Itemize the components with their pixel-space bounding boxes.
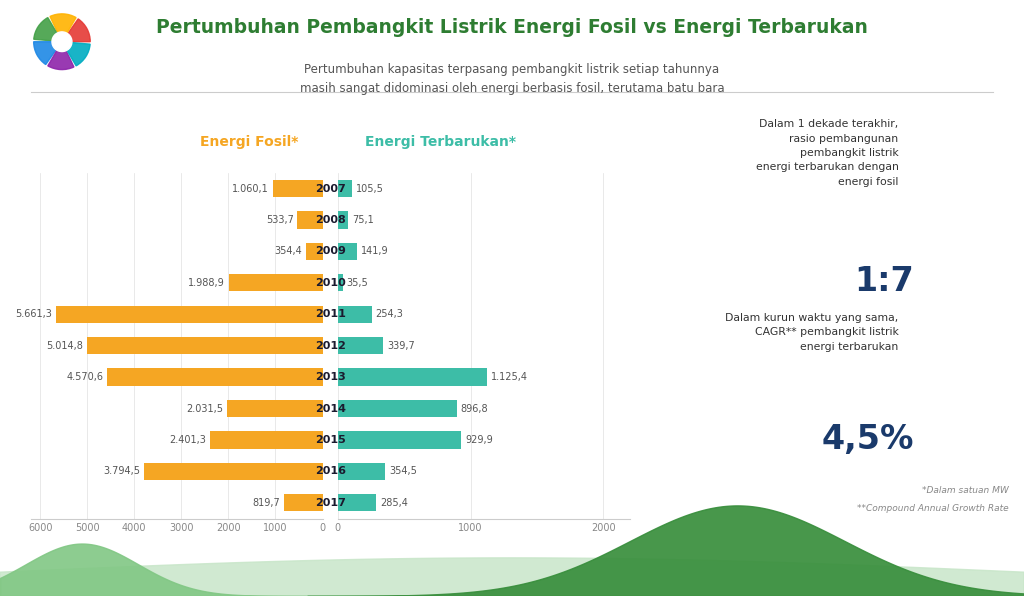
Text: 354,5: 354,5 xyxy=(389,467,417,476)
Text: 819,7: 819,7 xyxy=(253,498,281,508)
Text: 2.031,5: 2.031,5 xyxy=(186,403,223,414)
Text: 1:7: 1:7 xyxy=(854,265,913,298)
Bar xyxy=(144,462,323,480)
Text: 2008: 2008 xyxy=(314,215,346,225)
Text: 1.125,4: 1.125,4 xyxy=(492,372,528,382)
Bar xyxy=(338,212,348,229)
Text: Dalam kurun waktu yang sama,
CAGR** pembangkit listrik
energi terbarukan: Dalam kurun waktu yang sama, CAGR** pemb… xyxy=(725,313,899,352)
Text: Energi Terbarukan*: Energi Terbarukan* xyxy=(365,135,515,149)
Bar xyxy=(338,180,352,197)
Text: **Compound Annual Growth Rate: **Compound Annual Growth Rate xyxy=(857,504,1009,513)
Text: 105,5: 105,5 xyxy=(356,184,384,194)
Wedge shape xyxy=(34,18,61,42)
Text: 354,4: 354,4 xyxy=(274,246,302,256)
Text: 285,4: 285,4 xyxy=(380,498,408,508)
Circle shape xyxy=(52,32,72,52)
Bar xyxy=(338,494,376,511)
Text: 533,7: 533,7 xyxy=(266,215,294,225)
Text: 2013: 2013 xyxy=(314,372,346,382)
Text: 2009: 2009 xyxy=(314,246,346,256)
Bar xyxy=(229,274,323,291)
Wedge shape xyxy=(61,42,90,66)
Text: 2015: 2015 xyxy=(314,435,346,445)
Text: 4.570,6: 4.570,6 xyxy=(67,372,103,382)
Bar xyxy=(108,368,323,386)
Bar xyxy=(297,212,323,229)
Bar xyxy=(284,494,323,511)
Text: 2016: 2016 xyxy=(314,467,346,476)
Bar xyxy=(227,400,323,417)
Wedge shape xyxy=(61,19,90,42)
Bar xyxy=(306,243,323,260)
Text: 2011: 2011 xyxy=(314,309,346,319)
Bar xyxy=(56,306,323,323)
Text: *Dalam satuan MW: *Dalam satuan MW xyxy=(922,486,1009,495)
Text: 1.060,1: 1.060,1 xyxy=(232,184,269,194)
Text: 2014: 2014 xyxy=(314,403,346,414)
Text: 75,1: 75,1 xyxy=(352,215,374,225)
Bar xyxy=(338,432,461,449)
Bar xyxy=(338,306,372,323)
Text: 339,7: 339,7 xyxy=(387,341,415,350)
Text: 2012: 2012 xyxy=(314,341,346,350)
Bar xyxy=(86,337,323,354)
Bar xyxy=(338,368,487,386)
Text: 254,3: 254,3 xyxy=(376,309,403,319)
Bar xyxy=(338,400,457,417)
Text: 4,5%: 4,5% xyxy=(821,423,913,456)
Text: Pertumbuhan kapasitas terpasang pembangkit listrik setiap tahunnya
masih sangat : Pertumbuhan kapasitas terpasang pembangk… xyxy=(300,63,724,95)
Bar xyxy=(272,180,323,197)
Bar xyxy=(338,243,356,260)
Wedge shape xyxy=(48,42,74,70)
Bar xyxy=(210,432,323,449)
Text: 5.014,8: 5.014,8 xyxy=(46,341,83,350)
Text: Energi Fosil*: Energi Fosil* xyxy=(201,135,299,149)
Text: 2010: 2010 xyxy=(314,278,346,288)
Wedge shape xyxy=(50,14,76,42)
Text: 2007: 2007 xyxy=(314,184,346,194)
Wedge shape xyxy=(34,42,61,64)
Text: 896,8: 896,8 xyxy=(461,403,488,414)
Text: 141,9: 141,9 xyxy=(360,246,388,256)
Bar xyxy=(338,462,385,480)
Text: 2.401,3: 2.401,3 xyxy=(169,435,206,445)
Bar xyxy=(338,337,383,354)
Text: 35,5: 35,5 xyxy=(346,278,369,288)
Text: 5.661,3: 5.661,3 xyxy=(15,309,52,319)
Bar xyxy=(338,274,343,291)
Text: Dalam 1 dekade terakhir,
rasio pembangunan
pembangkit listrik
energi terbarukan : Dalam 1 dekade terakhir, rasio pembangun… xyxy=(756,119,899,187)
Text: 2017: 2017 xyxy=(314,498,346,508)
Text: Pertumbuhan Pembangkit Listrik Energi Fosil vs Energi Terbarukan: Pertumbuhan Pembangkit Listrik Energi Fo… xyxy=(156,18,868,37)
Text: 929,9: 929,9 xyxy=(465,435,493,445)
Text: 3.794,5: 3.794,5 xyxy=(103,467,140,476)
Text: 1.988,9: 1.988,9 xyxy=(188,278,225,288)
